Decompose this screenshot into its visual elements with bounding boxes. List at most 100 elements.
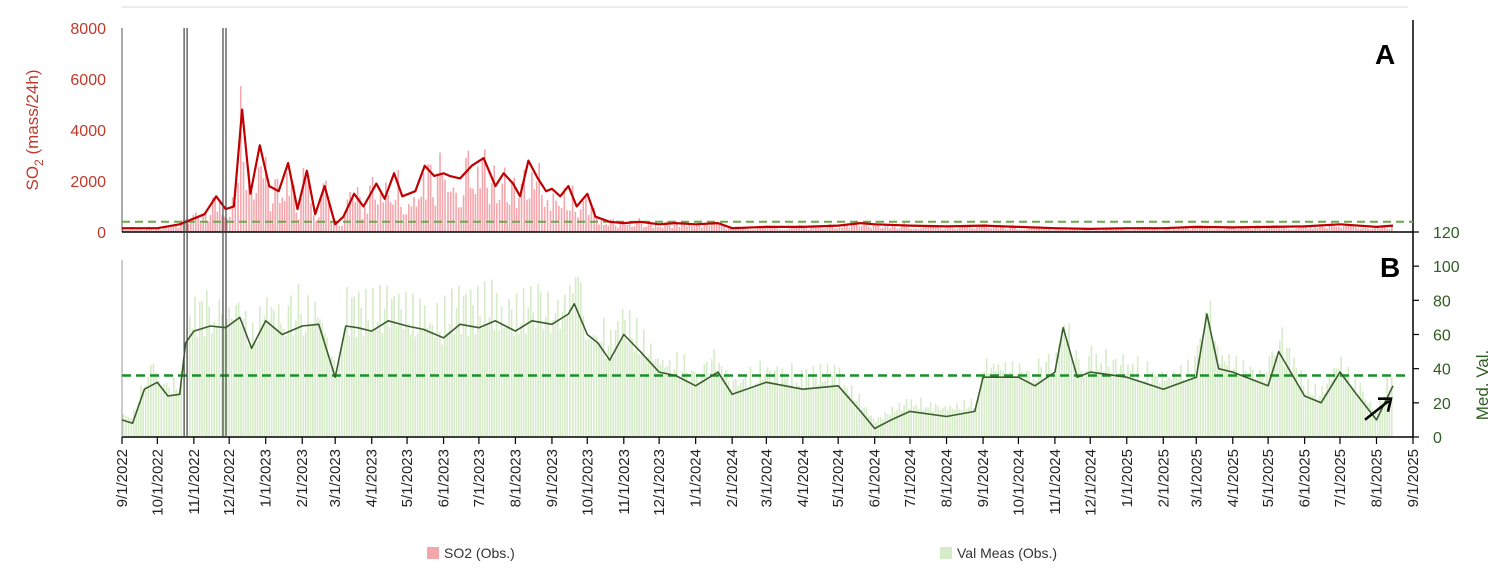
- so2-bar: [549, 210, 552, 232]
- so2-bar: [995, 226, 997, 232]
- so2-bar: [441, 174, 444, 232]
- so2-bar: [749, 229, 752, 232]
- so2-bar: [1184, 226, 1187, 232]
- so2-bar: [297, 219, 300, 232]
- so2-bar: [810, 227, 812, 232]
- so2-bar: [1290, 229, 1293, 232]
- so2-bar: [1381, 226, 1384, 232]
- so2-bar: [959, 227, 961, 232]
- val-meas-bar: [759, 360, 762, 437]
- so2-bar: [635, 222, 638, 232]
- so2-bar: [879, 228, 882, 232]
- val-meas-bar: [1300, 370, 1302, 437]
- so2-bar: [829, 223, 831, 232]
- so2-bar: [843, 225, 846, 232]
- so2-bar: [286, 172, 288, 232]
- val-meas-bar: [529, 286, 532, 437]
- val-meas-bar: [664, 367, 666, 437]
- so2-bar: [1069, 229, 1072, 232]
- val-meas-bar: [443, 295, 446, 437]
- so2-bar: [1374, 227, 1377, 232]
- so2-bar: [988, 228, 990, 232]
- val-meas-bar: [1209, 300, 1212, 437]
- val-meas-bar: [527, 307, 530, 437]
- val-meas-bar: [326, 337, 328, 437]
- so2-bar: [369, 185, 371, 232]
- val-meas-bar: [703, 364, 706, 437]
- so2-bar: [686, 226, 688, 232]
- val-meas-bar: [761, 379, 764, 437]
- so2-bar: [791, 227, 793, 232]
- val-meas-bar: [522, 287, 525, 437]
- so2-bar: [1211, 229, 1213, 232]
- val-meas-bar: [879, 417, 882, 437]
- so2-bar: [1105, 228, 1107, 232]
- val-meas-bar: [505, 327, 508, 437]
- so2-bar: [912, 228, 915, 232]
- so2-bar: [781, 229, 783, 232]
- val-meas-bar: [194, 296, 196, 437]
- val-meas-bar: [929, 402, 932, 437]
- val-meas-bar: [483, 281, 486, 437]
- val-meas-bar: [1240, 374, 1242, 437]
- so2-bar: [1249, 228, 1252, 232]
- so2-bar: [153, 230, 155, 232]
- val-meas-bar: [208, 306, 210, 437]
- so2-bar: [846, 224, 848, 232]
- val-meas-bar: [932, 411, 934, 437]
- val-meas-bar: [819, 363, 822, 437]
- val-meas-bar: [831, 375, 834, 437]
- val-meas-bar: [1286, 347, 1288, 437]
- so2-bar: [1127, 230, 1129, 232]
- so2-bar: [274, 179, 276, 232]
- val-meas-bar: [1244, 371, 1247, 437]
- so2-bar: [541, 194, 543, 232]
- so2-bar: [1050, 229, 1053, 232]
- x-tick-label: 4/1/2024: [795, 449, 812, 507]
- so2-bar: [841, 227, 843, 232]
- y-tick-label-a: 8000: [70, 21, 106, 38]
- so2-bar: [654, 224, 657, 232]
- val-meas-bar: [915, 404, 917, 437]
- val-meas-bar: [277, 304, 280, 437]
- val-meas-bar: [1025, 370, 1028, 437]
- x-tick-label: 5/1/2024: [830, 449, 847, 507]
- legend-swatch-val-meas: [940, 547, 952, 559]
- val-meas-bar: [240, 325, 242, 437]
- so2-bar: [267, 184, 269, 232]
- val-meas-bar: [1063, 324, 1066, 437]
- val-meas-bar: [539, 292, 542, 437]
- val-meas-bar: [448, 324, 451, 437]
- so2-bar: [1074, 227, 1076, 232]
- val-meas-bar: [1247, 379, 1249, 437]
- val-meas-bar: [693, 372, 696, 437]
- val-meas-bar: [851, 385, 853, 437]
- so2-bar: [1230, 227, 1233, 232]
- val-meas-bar: [1093, 375, 1095, 437]
- so2-bar: [676, 223, 678, 232]
- so2-bar: [1158, 229, 1161, 232]
- so2-bar: [190, 222, 192, 232]
- val-meas-bar: [282, 328, 285, 437]
- val-meas-bar: [870, 415, 872, 437]
- val-meas-bar: [786, 377, 788, 437]
- so2-bar: [366, 213, 369, 232]
- so2-bar: [711, 224, 713, 232]
- val-meas-bar: [875, 422, 877, 437]
- so2-bar: [315, 220, 318, 232]
- val-meas-bar: [1168, 377, 1170, 437]
- so2-bar: [1259, 226, 1261, 232]
- val-meas-bar: [1117, 376, 1120, 437]
- so2-bar: [720, 221, 723, 232]
- so2-bar: [590, 207, 593, 232]
- so2-bar: [691, 226, 693, 232]
- so2-bar: [1359, 228, 1362, 232]
- so2-bar: [239, 86, 242, 233]
- so2-bar: [1326, 228, 1328, 232]
- val-meas-bar: [1021, 371, 1023, 437]
- val-meas-bar: [537, 283, 539, 437]
- val-meas-bar: [593, 334, 595, 437]
- so2-bar: [1319, 223, 1321, 232]
- val-meas-bar: [316, 317, 319, 437]
- val-meas-bar: [1170, 379, 1173, 437]
